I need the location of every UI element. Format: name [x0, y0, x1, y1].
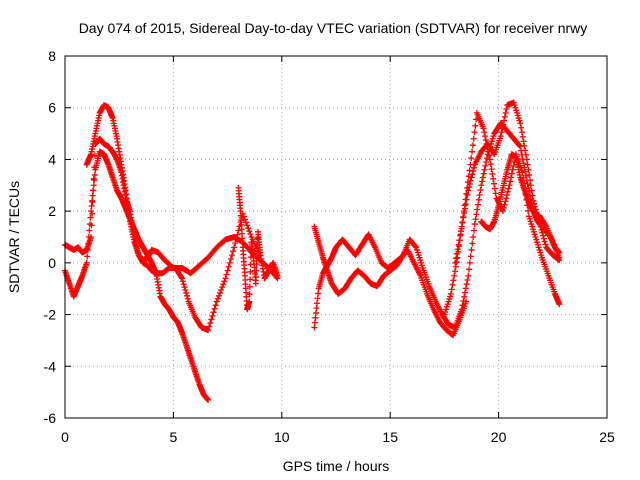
x-tick-label: 25 [599, 429, 615, 445]
chart-title: Day 074 of 2015, Sidereal Day-to-day VTE… [79, 20, 588, 36]
series-i [478, 151, 563, 256]
x-axis-label: GPS time / hours [283, 458, 390, 474]
series-d [235, 184, 281, 313]
y-tick-label: -6 [44, 410, 57, 426]
axis-ticks: 0 5 10 15 20 25 -6 -4 -2 0 2 4 6 8 [44, 48, 615, 445]
series-a [62, 135, 281, 282]
x-tick-label: 15 [382, 429, 398, 445]
y-tick-label: 2 [48, 203, 56, 219]
x-tick-label: 5 [170, 429, 178, 445]
grid [65, 56, 607, 418]
y-tick-label: -2 [44, 307, 57, 323]
y-tick-label: 4 [48, 151, 56, 167]
data-point-markers [62, 148, 212, 403]
series-b [62, 148, 212, 403]
data-point-markers [83, 102, 264, 334]
x-tick-label: 20 [491, 429, 507, 445]
x-tick-label: 0 [61, 429, 69, 445]
y-tick-label: 0 [48, 255, 56, 271]
y-tick-label: 6 [48, 100, 56, 116]
data-points [62, 99, 563, 403]
plot-frame [64, 55, 608, 419]
data-point-markers [235, 184, 281, 313]
y-axis-label: SDTVAR / TECUs [6, 181, 22, 293]
data-point-markers [478, 151, 563, 256]
y-tick-label: 8 [48, 48, 56, 64]
y-tick-label: -4 [44, 358, 57, 374]
series-c [83, 102, 264, 334]
data-point-markers [62, 135, 281, 282]
x-tick-label: 10 [274, 429, 290, 445]
